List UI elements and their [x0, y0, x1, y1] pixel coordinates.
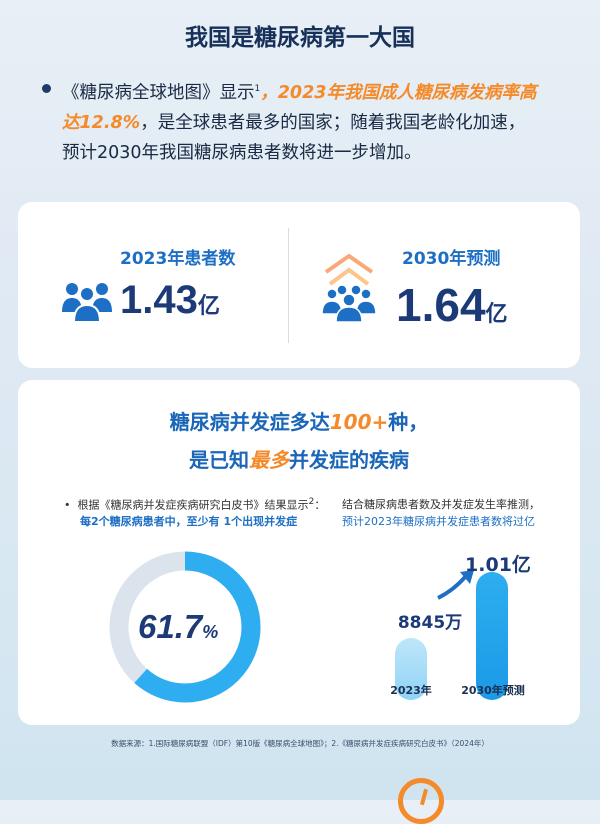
stat-2023-unit: 亿 — [197, 293, 220, 318]
left-note-text: 根据《糖尿病并发症疾病研究白皮书》结果显示 — [77, 498, 309, 512]
stat-2030-number: 1.64 — [396, 279, 486, 331]
arrow-up-icon — [437, 570, 474, 600]
heading2-c: 并发症的疾病 — [289, 448, 409, 472]
bar-2023-value: 8845万 — [397, 613, 463, 633]
right-note: 结合糖尿病患者数及并发症发生率推测， — [342, 498, 540, 511]
complications-heading-2: 是已知最多并发症的疾病 — [18, 444, 580, 473]
intro-part1: 《糖尿病全球地图》显示 — [62, 82, 255, 103]
bar-2023 — [395, 638, 427, 700]
complications-heading-1: 糖尿病并发症多达100+种， — [18, 406, 580, 435]
stats-card: 2023年患者数 1.43亿 2030年预测 1.64亿 — [18, 202, 580, 368]
bar-2030 — [476, 572, 508, 700]
heading1-b: 100+ — [329, 410, 389, 434]
stat-2030-label: 2030年预测 — [402, 249, 501, 269]
divider — [288, 228, 289, 343]
complications-card: 糖尿病并发症多达100+种， 是已知最多并发症的疾病 • 根据《糖尿病并发症疾病… — [18, 380, 580, 725]
bar-2023-label: 2023年 — [390, 684, 432, 697]
people-group-icon — [62, 283, 112, 322]
stat-2030-unit: 亿 — [485, 301, 508, 326]
intro-sep: ， — [260, 82, 278, 103]
stat-2023-value: 1.43亿 — [120, 278, 220, 323]
left-note: • 根据《糖尿病并发症疾病研究白皮书》结果显示2： — [64, 496, 326, 512]
intro-ref: 1 — [254, 84, 261, 94]
stat-2030-value: 1.64亿 — [396, 278, 508, 332]
bar-2030-value: 1.01亿 — [465, 554, 531, 576]
donut-label: 61.7% — [138, 608, 218, 646]
heading1-a: 糖尿病并发症多达 — [169, 410, 330, 434]
right-highlight: 预计2023年糖尿病并发症患者数将过亿 — [342, 515, 535, 528]
clock-icon — [398, 778, 444, 824]
donut-unit: % — [202, 622, 219, 642]
stat-2023-label: 2023年患者数 — [120, 249, 236, 269]
left-highlight: 每2个糖尿病患者中，至少有 1个出现并发症 — [80, 515, 298, 528]
heading2-a: 是已知 — [189, 448, 249, 472]
heading1-c: 种， — [388, 410, 429, 434]
intro-part2: ，是全球患者最多的国家；随着我国老龄化加速，预计2030年我国糖尿病患者数将进一… — [62, 112, 526, 163]
left-note-ref: 2 — [308, 496, 315, 507]
heading2-b: 最多 — [249, 448, 289, 472]
intro-highlight: 2023年我国成人糖尿病发病率高达12.8% — [62, 82, 537, 133]
people-group-rising-icon — [321, 254, 377, 323]
bullet-dot — [42, 84, 58, 100]
data-source: 数据来源：1.国际糖尿病联盟（IDF）第10版《糖尿病全球地图》；2.《糖尿病并… — [111, 739, 489, 748]
left-note-end: ： — [314, 498, 326, 512]
page-title: 我国是糖尿病第一大国 — [185, 25, 415, 51]
donut-arc — [109, 551, 261, 703]
donut-value: 61.7 — [138, 608, 203, 645]
intro-text: 《糖尿病全球地图》显示1，2023年我国成人糖尿病发病率高达12.8%，是全球患… — [62, 74, 542, 168]
bar-2030-label: 2030年预测 — [461, 684, 525, 697]
stat-2023-number: 1.43 — [120, 278, 198, 322]
donut-chart — [109, 551, 261, 703]
